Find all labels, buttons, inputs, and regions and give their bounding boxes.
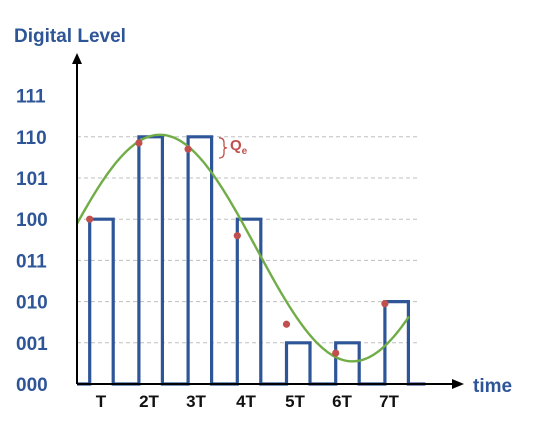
level-label: 001 bbox=[16, 334, 48, 355]
time-label: 5T bbox=[285, 392, 305, 411]
sample-point bbox=[332, 349, 340, 357]
level-label: 110 bbox=[16, 128, 47, 149]
svg-text:Qe: Qe bbox=[230, 137, 248, 157]
level-label: 010 bbox=[16, 293, 48, 314]
sample-point bbox=[282, 320, 291, 328]
arrow-up-icon bbox=[72, 53, 82, 64]
sample-point bbox=[86, 215, 94, 223]
time-label: 7T bbox=[379, 392, 399, 411]
time-label: T bbox=[96, 392, 107, 411]
qe-subscript: e bbox=[242, 146, 248, 157]
grid-lines bbox=[77, 136, 420, 344]
analog-signal-curve bbox=[75, 133, 410, 363]
sample-point bbox=[381, 300, 389, 308]
sample-points bbox=[86, 139, 389, 357]
y-axis-title: Digital Level bbox=[14, 26, 126, 47]
time-label: 3T bbox=[186, 392, 206, 411]
qe-main-text: Q bbox=[230, 137, 242, 154]
quantization-error-label: Qe bbox=[230, 137, 248, 157]
level-label: 011 bbox=[16, 251, 47, 272]
time-label: 2T bbox=[139, 392, 159, 411]
level-label: 111 bbox=[16, 87, 46, 108]
time-label: 6T bbox=[332, 392, 352, 411]
level-label: 100 bbox=[16, 210, 48, 231]
time-label: 4T bbox=[236, 392, 256, 411]
qe-brace-icon bbox=[218, 137, 228, 159]
arrow-right-icon bbox=[452, 379, 464, 389]
sample-point bbox=[135, 139, 143, 147]
level-label: 000 bbox=[16, 375, 48, 396]
sample-point bbox=[233, 232, 241, 240]
sample-point bbox=[184, 145, 192, 153]
level-label: 101 bbox=[16, 169, 48, 190]
x-axis-title: time bbox=[473, 376, 512, 397]
